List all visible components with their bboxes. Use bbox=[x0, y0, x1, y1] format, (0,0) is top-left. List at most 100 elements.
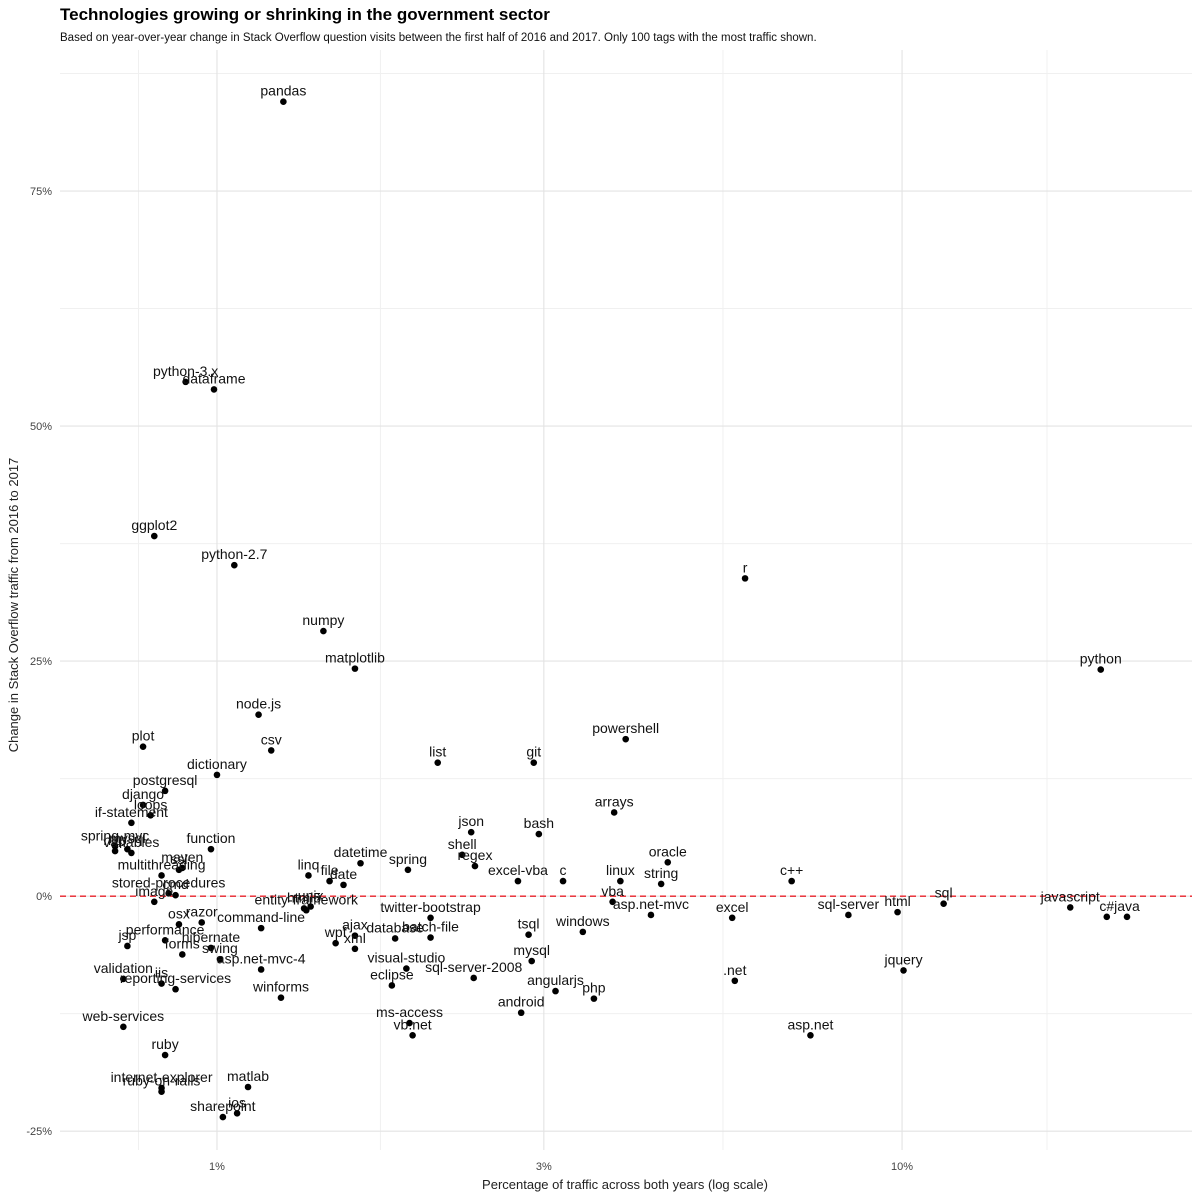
data-label-list: list bbox=[429, 744, 446, 760]
data-point-eclipse bbox=[388, 982, 396, 989]
x-tick-label: 3% bbox=[536, 1161, 552, 1173]
data-label-dictionary: dictionary bbox=[187, 756, 247, 772]
data-point-matlab bbox=[244, 1083, 252, 1091]
data-point-spring-mvc bbox=[111, 843, 119, 850]
data-point-validation bbox=[120, 975, 127, 983]
data-point-android bbox=[517, 1009, 525, 1017]
data-point-winforms bbox=[277, 994, 285, 1001]
y-tick-label: 0% bbox=[36, 891, 52, 903]
data-label-sql-server: sql-server bbox=[818, 896, 880, 912]
data-label-angularjs: angularjs bbox=[527, 972, 584, 988]
data-label-validation: validation bbox=[94, 960, 153, 976]
data-label--net: .net bbox=[723, 962, 746, 978]
data-label-command-line: command-line bbox=[217, 909, 305, 925]
data-label-git: git bbox=[526, 744, 541, 760]
data-label-jquery: jquery bbox=[883, 951, 922, 967]
data-point-string bbox=[657, 880, 665, 888]
data-point-regex bbox=[471, 862, 479, 870]
data-point-unix bbox=[307, 903, 314, 910]
data-point-plot bbox=[139, 743, 147, 750]
data-label-python-2-7: python-2.7 bbox=[201, 546, 267, 562]
data-point-visual-studio bbox=[403, 965, 410, 972]
data-label-json: json bbox=[457, 813, 484, 829]
data-point-excel bbox=[728, 914, 736, 922]
data-point-sql-server-2008 bbox=[470, 974, 478, 982]
x-axis-label: Percentage of traffic across both years … bbox=[482, 1177, 768, 1192]
data-point-php bbox=[590, 995, 598, 1002]
data-label-shell: shell bbox=[448, 836, 477, 852]
data-point-asp-net-mvc-4 bbox=[257, 966, 265, 973]
data-point-linux bbox=[617, 877, 624, 885]
data-point-java bbox=[1123, 913, 1131, 921]
data-label-if-statement: if-statement bbox=[95, 804, 168, 820]
data-point-sql bbox=[940, 900, 947, 907]
data-point-ssl bbox=[175, 866, 183, 874]
data-label-maven: maven bbox=[161, 849, 203, 865]
data-point-ios bbox=[233, 1110, 241, 1117]
data-label-multithreading: multithreading bbox=[118, 856, 206, 872]
data-point-database bbox=[391, 935, 399, 942]
data-label-tsql: tsql bbox=[518, 916, 540, 932]
data-label-winforms: winforms bbox=[252, 979, 309, 995]
data-label-android: android bbox=[498, 994, 545, 1010]
data-point-performance bbox=[161, 937, 169, 944]
data-point-variables bbox=[128, 849, 135, 857]
data-label-regex: regex bbox=[457, 847, 492, 863]
data-point-web-services bbox=[120, 1023, 127, 1031]
data-point--net bbox=[731, 977, 739, 985]
data-point-windows bbox=[579, 928, 587, 936]
data-label-node-js: node.js bbox=[236, 696, 281, 712]
data-label-html: html bbox=[884, 893, 910, 909]
x-axis-ticks: 1% 3% 10% bbox=[209, 1161, 913, 1173]
data-point-reporting-services bbox=[172, 985, 179, 993]
data-label-spring-mvc: spring-mvc bbox=[81, 827, 149, 843]
data-label-windows: windows bbox=[555, 913, 610, 929]
data-point-powershell bbox=[622, 735, 629, 743]
data-label-python-3-x: python-3.x bbox=[153, 363, 218, 379]
data-label-database: database bbox=[366, 919, 424, 935]
data-label-bash: bash bbox=[524, 815, 554, 831]
data-point-list bbox=[434, 759, 442, 766]
data-point-ruby-on-rails bbox=[158, 1088, 165, 1096]
data-point-loops bbox=[147, 811, 154, 819]
data-label-string: string bbox=[644, 865, 678, 881]
data-label-python: python bbox=[1080, 651, 1122, 667]
data-point-asp-net-mvc bbox=[647, 911, 655, 919]
data-label-asp-net-mvc-4: asp.net-mvc-4 bbox=[217, 950, 306, 966]
data-label-variables: variables bbox=[103, 834, 159, 850]
data-label-ios: ios bbox=[228, 1094, 246, 1110]
data-point-dictionary bbox=[213, 771, 221, 779]
data-label-web-services: web-services bbox=[81, 1008, 164, 1024]
data-label-asp-net-mvc: asp.net-mvc bbox=[613, 896, 689, 912]
data-label-powershell: powershell bbox=[592, 720, 659, 736]
data-point-ajax bbox=[351, 932, 359, 939]
data-point-python-2-7 bbox=[231, 561, 238, 569]
data-point-node-js bbox=[255, 711, 262, 719]
data-label-c: c bbox=[560, 862, 567, 878]
data-label-javascript: javascript bbox=[1040, 888, 1100, 904]
data-point-mysql bbox=[528, 957, 535, 965]
data-label-django: django bbox=[122, 786, 164, 802]
x-tick-label: 10% bbox=[891, 1161, 913, 1173]
data-point-shell bbox=[458, 851, 466, 859]
data-label-hibernate: hibernate bbox=[182, 929, 241, 945]
data-label-java: java bbox=[1113, 898, 1140, 914]
data-label-internet-explorer: internet-explorer bbox=[111, 1069, 213, 1085]
data-label-dataframe: dataframe bbox=[182, 370, 245, 386]
data-point-image bbox=[150, 898, 158, 906]
data-label-pandas: pandas bbox=[260, 83, 306, 99]
data-label-ggplot2: ggplot2 bbox=[131, 517, 177, 533]
data-label-forms: forms bbox=[165, 935, 200, 951]
major-gridlines bbox=[60, 50, 1192, 1150]
data-point-cmd bbox=[172, 891, 179, 899]
data-point-http bbox=[111, 847, 119, 855]
data-point-forms bbox=[179, 951, 186, 958]
data-point-tsql bbox=[525, 931, 532, 939]
data-point-csv bbox=[267, 747, 275, 754]
data-label-osx: osx bbox=[168, 905, 190, 921]
chart-title: Technologies growing or shrinking in the… bbox=[60, 5, 550, 24]
data-point-batch-file bbox=[427, 934, 434, 941]
data-label-iis: iis bbox=[155, 965, 168, 981]
